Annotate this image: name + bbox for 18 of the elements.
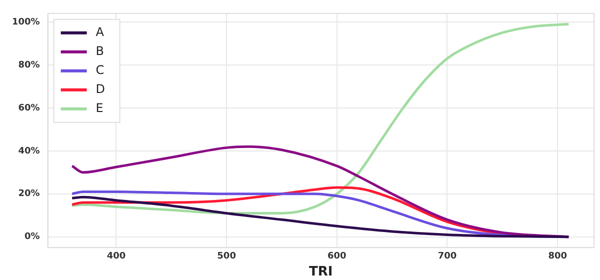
legend-label: B: [96, 44, 104, 58]
x-tick-label: 800: [548, 251, 567, 262]
y-tick-label: 80%: [18, 60, 40, 70]
y-tick-label: 60%: [18, 103, 40, 114]
line-series: [70, 22, 570, 214]
x-axis-title: TRI: [309, 264, 333, 280]
x-tick-label: 400: [106, 251, 126, 262]
y-tick-label: 100%: [12, 17, 40, 28]
legend-label: A: [96, 25, 105, 40]
y-tick-label: 20%: [18, 189, 40, 200]
legend-label: D: [96, 82, 106, 96]
y-tick-label: 0%: [24, 232, 40, 242]
y-tick-label: 40%: [18, 146, 40, 156]
x-tick-label: 700: [438, 251, 457, 262]
x-tick-label: 600: [328, 251, 346, 262]
x-tick-label: 500: [217, 251, 236, 262]
legend-label: C: [96, 63, 104, 78]
legend-label: E: [96, 101, 104, 116]
